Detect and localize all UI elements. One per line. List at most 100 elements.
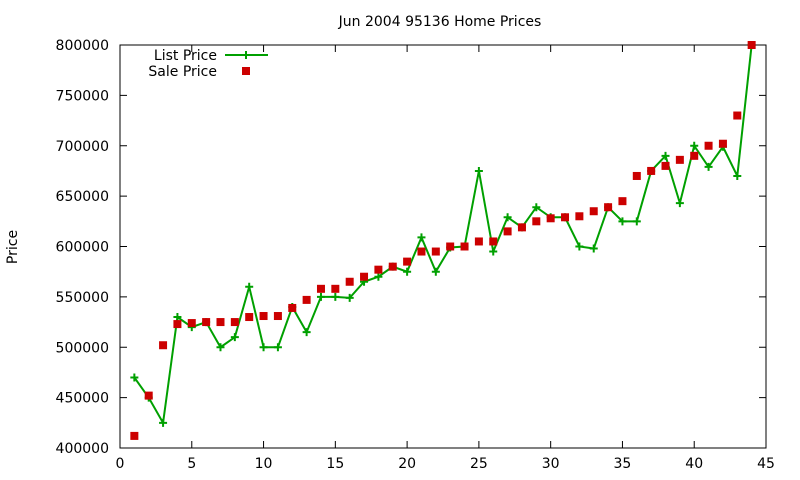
data-point [474,166,483,175]
series-list-price [130,41,756,427]
data-point [417,247,426,256]
data-point [187,319,196,328]
data-point [316,284,325,293]
data-point [575,212,584,221]
data-point [446,242,455,251]
y-tick-label: 750000 [56,88,109,104]
axes [119,44,767,449]
data-point [489,247,498,256]
plot-frame [119,44,767,449]
data-point [733,171,742,180]
y-tick-label: 600000 [56,240,109,256]
x-tick-label: 45 [757,456,775,472]
data-point [690,141,699,150]
y-tick-label: 800000 [56,38,109,54]
data-point [245,282,254,291]
data-point [604,203,613,212]
data-point [632,217,641,226]
data-point [288,303,297,312]
x-tick-label: 30 [542,456,560,472]
data-point [618,197,627,206]
chart-title: Jun 2004 95136 Home Prices [338,14,542,30]
legend-plus-marker [242,51,250,59]
legend-label: List Price [154,48,217,64]
data-point [273,312,282,321]
data-point [403,257,412,266]
data-point [216,318,225,327]
data-point [144,391,153,400]
data-point [173,313,182,322]
data-point [503,213,512,222]
data-point [517,223,526,232]
data-point [532,217,541,226]
data-point [273,343,282,352]
data-point [360,272,369,281]
data-point [374,265,383,274]
data-point [173,320,182,329]
data-point [302,295,311,304]
data-point [374,272,383,281]
x-tick-label: 5 [187,456,196,472]
y-axis-label: Price [5,230,21,264]
data-point [474,237,483,246]
data-point [345,293,354,302]
data-point [302,328,311,337]
data-point [675,155,684,164]
data-point [130,431,139,440]
data-point [589,207,598,216]
data-point [259,343,268,352]
data-point [489,237,498,246]
data-point [159,341,168,350]
x-tick-label: 15 [326,456,344,472]
data-point [661,151,670,160]
data-point [316,292,325,301]
data-point [704,141,713,150]
data-point [733,111,742,120]
x-tick-label: 25 [470,456,488,472]
data-point [718,139,727,148]
data-point [647,166,656,175]
data-point [202,318,211,327]
data-point [230,333,239,342]
x-tick-label: 10 [255,456,273,472]
data-point [216,343,225,352]
legend-label: Sale Price [148,64,217,80]
y-tick-label: 400000 [56,441,109,457]
x-tick-label: 0 [116,456,125,472]
data-point [403,267,412,276]
x-tick-label: 20 [398,456,416,472]
data-point [460,242,469,251]
data-point [345,277,354,286]
x-axis-ticks: 0 5 10 15 20 25 30 35 40 45 [116,45,775,472]
data-point [704,162,713,171]
y-tick-label: 700000 [56,139,109,155]
data-point [159,418,168,427]
data-point [130,373,139,382]
data-point [618,217,627,226]
data-point [561,213,570,222]
data-point [632,171,641,180]
plot-series [130,41,756,440]
data-point [431,247,440,256]
y-tick-label: 450000 [56,391,109,407]
x-tick-label: 40 [685,456,703,472]
data-point [331,292,340,301]
data-point [661,161,670,170]
data-point [417,233,426,242]
y-tick-label: 650000 [56,189,109,205]
data-point [388,262,397,271]
data-point [245,313,254,322]
data-point [532,203,541,212]
data-point [675,199,684,208]
data-point [589,244,598,253]
data-point [259,312,268,321]
y-axis-ticks: 400000 450000 500000 550000 600000 650000 7000… [56,38,766,457]
data-point [503,227,512,236]
series-line [133,44,753,426]
y-tick-label: 550000 [56,290,109,306]
data-point [747,41,756,49]
data-point [331,284,340,293]
data-point [431,267,440,276]
